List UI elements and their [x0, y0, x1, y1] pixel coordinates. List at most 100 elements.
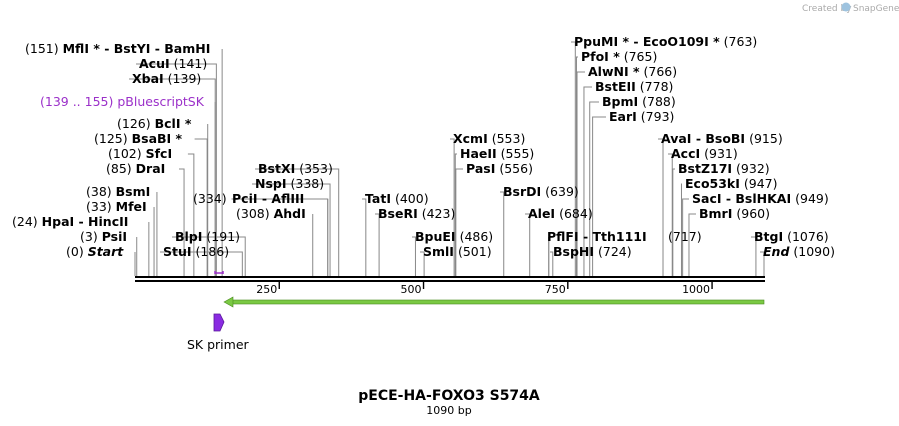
enzyme-site-label: PciI - AflIII	[232, 191, 304, 206]
site-position: (931)	[704, 146, 738, 161]
enzyme-label-text: BstZ17I (932)	[678, 161, 770, 176]
enzyme-site-label: End (1090)	[763, 244, 835, 259]
site-position: (717)	[668, 229, 702, 244]
enzyme-label-text: (0) Start	[66, 244, 124, 259]
site-position: (139)	[168, 71, 202, 86]
enzyme-label-text: (717)	[668, 229, 702, 244]
site-position: (684)	[559, 206, 593, 221]
site-name: PciI - AflIII	[232, 191, 304, 206]
enzyme-site-label: BspHI (724)	[553, 244, 632, 259]
site-name: BpuEI	[415, 229, 456, 244]
backbone-top-strand	[135, 276, 765, 278]
site-position: (423)	[422, 206, 456, 221]
site-name: PflFI - Tth111I	[547, 229, 647, 244]
enzyme-site-label: Eco53kI (947)	[685, 176, 778, 191]
enzyme-site-label: (33) MfeI	[86, 199, 147, 214]
enzyme-label-text: PfoI * (765)	[581, 49, 657, 64]
orf-arrowhead-icon	[224, 297, 233, 307]
enzyme-label-text: (38) BsmI	[86, 184, 150, 199]
site-position: (125)	[94, 131, 128, 146]
site-position: (949)	[795, 191, 829, 206]
enzyme-site-label: (24) HpaI - HincII	[12, 214, 128, 229]
enzyme-site-label: (151) MflI * - BstYI - BamHI	[25, 41, 210, 56]
enzyme-labels: (0) Start(3) PsiI(24) HpaI - HincII(33) …	[12, 34, 835, 259]
enzyme-leader-line	[375, 214, 379, 276]
enzyme-label-text: Eco53kI (947)	[685, 176, 778, 191]
snapgene-logo-icon	[842, 3, 851, 12]
site-name: AvaI - BsoBI	[661, 131, 745, 146]
sk-primer: SK primer	[187, 314, 250, 352]
enzyme-site-label: HaeII (555)	[460, 146, 534, 161]
site-position: (501)	[458, 244, 492, 259]
enzyme-site-label: PfoI * (765)	[581, 49, 657, 64]
site-position: (724)	[598, 244, 632, 259]
enzyme-label-text: HaeII (555)	[460, 146, 534, 161]
enzyme-label-text: (102) SfcI	[108, 146, 172, 161]
enzyme-label-text: BsrDI (639)	[503, 184, 579, 199]
enzyme-site-label: (125) BsaBI *	[94, 131, 183, 146]
site-name: AcuI	[139, 56, 170, 71]
feature-label: (139 .. 155) pBluescriptSK	[40, 94, 205, 109]
enzyme-site-label: BpmI (788)	[602, 94, 676, 109]
site-position: (947)	[744, 176, 778, 191]
enzyme-label-text: NspI (338)	[255, 176, 324, 191]
site-position: (553)	[492, 131, 526, 146]
site-position: (3)	[80, 229, 98, 244]
enzyme-site-label: PasI (556)	[466, 161, 533, 176]
site-name: SfcI	[146, 146, 173, 161]
site-name: PsiI	[102, 229, 127, 244]
site-name: NspI	[255, 176, 287, 191]
site-name: StuI	[163, 244, 192, 259]
site-position: (960)	[736, 206, 770, 221]
site-name: BstEII	[595, 79, 636, 94]
plasmid-name: pECE-HA-FOXO3 S574A	[358, 388, 540, 404]
enzyme-label-text: BpuEI (486)	[415, 229, 493, 244]
enzyme-site-label: XbaI (139)	[132, 71, 201, 86]
site-position: (186)	[196, 244, 230, 259]
enzyme-label-text: BseRI (423)	[378, 206, 455, 221]
enzyme-site-label: BseRI (423)	[378, 206, 455, 221]
enzyme-label-text: XbaI (139)	[132, 71, 201, 86]
enzyme-leader-line	[689, 214, 696, 276]
feature-label-text: (139 .. 155) pBluescriptSK	[40, 94, 205, 109]
site-name: BsmI	[116, 184, 151, 199]
enzyme-label-text: (3) PsiI	[80, 229, 127, 244]
enzyme-site-label: (3) PsiI	[80, 229, 127, 244]
enzyme-site-label: AcuI (141)	[139, 56, 207, 71]
site-name: BstXI	[258, 161, 295, 176]
plasmid-length: 1090 bp	[426, 404, 471, 417]
site-position: (38)	[86, 184, 112, 199]
site-name: AccI	[671, 146, 700, 161]
site-position: (932)	[736, 161, 770, 176]
enzyme-label-text: (126) BclI *	[117, 116, 192, 131]
enzyme-site-label: StuI (186)	[163, 244, 229, 259]
site-name: MfeI	[116, 199, 147, 214]
enzyme-site-label: BlpI (191)	[175, 229, 240, 244]
enzyme-site-label: BmrI (960)	[699, 206, 770, 221]
snapgene-watermark: Created by SnapGene	[802, 3, 899, 15]
enzyme-leader-line	[179, 169, 184, 276]
enzyme-label-text: (308) AhdI	[236, 206, 306, 221]
site-name: BlpI	[175, 229, 202, 244]
enzyme-site-label: BtgI (1076)	[754, 229, 829, 244]
enzyme-label-text: SmlI (501)	[423, 244, 492, 259]
enzyme-label-text: End (1090)	[763, 244, 835, 259]
site-position: (639)	[545, 184, 579, 199]
site-position: (141)	[174, 56, 208, 71]
watermark-brand: SnapGene	[853, 4, 899, 14]
enzyme-label-text: (334)	[193, 191, 227, 206]
enzyme-label-text: BstEII (778)	[595, 79, 673, 94]
enzyme-site-label: BsrDI (639)	[503, 184, 579, 199]
site-name: AhdI	[274, 206, 306, 221]
enzyme-site-label: NspI (338)	[255, 176, 324, 191]
enzyme-label-text: BpmI (788)	[602, 94, 676, 109]
site-position: (915)	[749, 131, 783, 146]
enzyme-leader-line	[456, 169, 463, 276]
site-position: (151)	[25, 41, 59, 56]
site-name: HpaI - HincII	[42, 214, 129, 229]
enzyme-site-label: SmlI (501)	[423, 244, 492, 259]
site-name: EarI	[609, 109, 637, 124]
site-position: (308)	[236, 206, 270, 221]
enzyme-leader-line	[500, 192, 504, 276]
